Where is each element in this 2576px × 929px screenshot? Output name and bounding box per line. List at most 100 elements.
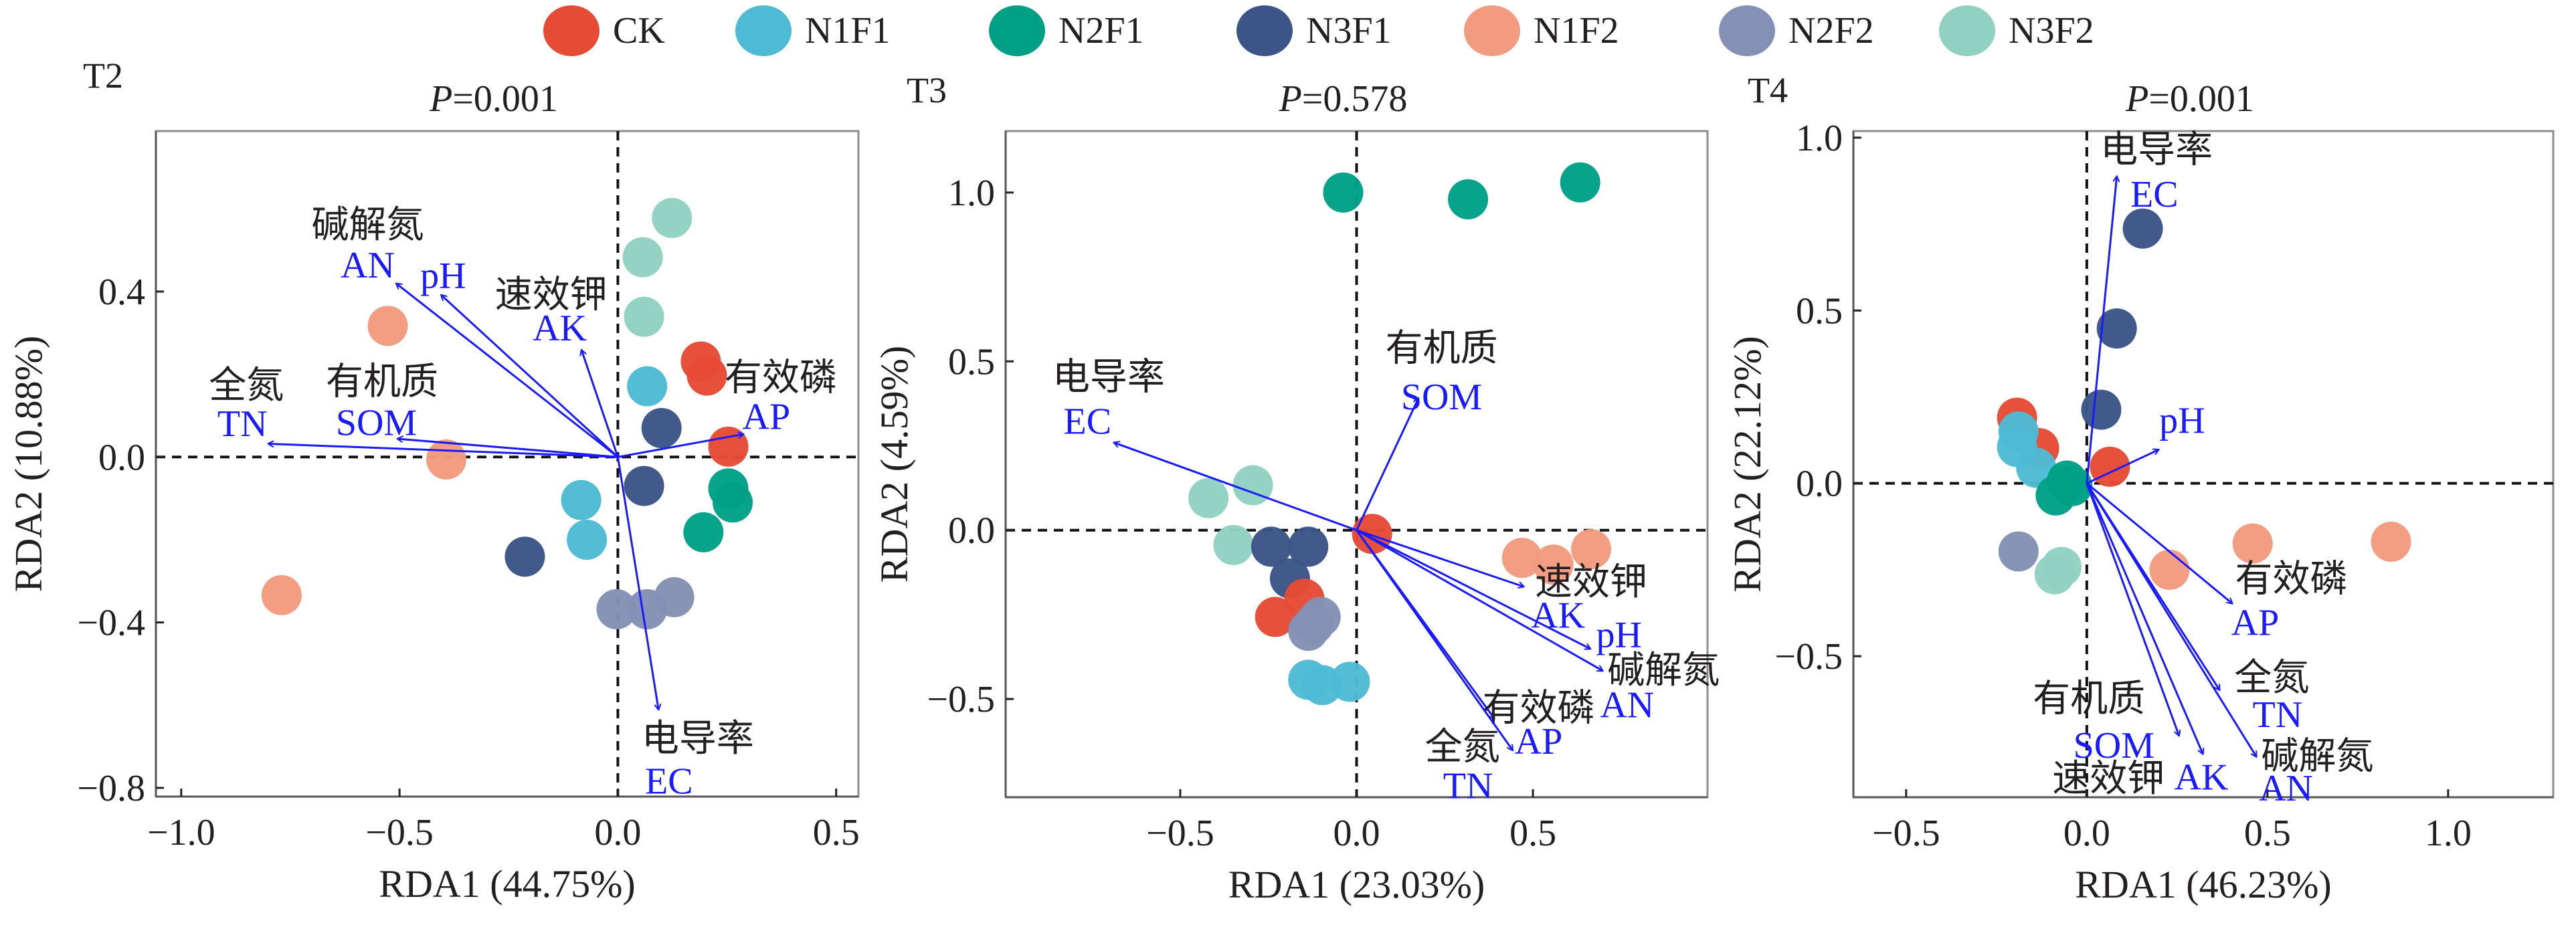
legend-item-ck: CK [543,5,665,56]
point-n2f2 [654,577,695,617]
plot-frame [155,130,860,798]
x-axis-label: RDA1 (46.23%) [2075,863,2331,906]
p-symbol: P [2125,78,2148,120]
arrow-label-ak: AK [533,308,587,349]
point-n3f1 [2122,208,2163,249]
y-axis-label: RDA2 (22.12%) [1726,336,1769,592]
legend-item-n2f2: N2F2 [1719,5,1874,56]
arrow-som [398,439,618,458]
legend-label: N3F1 [1306,10,1392,51]
point-n2f1 [1323,172,1364,213]
arrow-label-ap: AP [743,396,791,437]
y-tick-label: −0.5 [1774,636,1843,678]
arrow-label-cn-som: 有机质 [326,362,438,403]
arrow-label-ap: AP [2231,602,2280,643]
arrow-label-ec: EC [645,760,693,802]
point-n3f2 [652,197,693,238]
p-symbol: P [1279,78,1302,120]
legend-marker [543,5,600,56]
arrow-label-ph: pH [420,255,466,297]
p-value-title: P=0.001 [429,78,558,120]
arrow-label-cn-tn: 全氮 [209,365,284,407]
legend-label: N1F1 [805,10,891,51]
y-tick-label: 0.0 [98,437,145,478]
x-tick-label: 0.0 [2063,813,2110,854]
arrow-tn [1356,529,1513,750]
p-value: =0.578 [1302,78,1408,120]
arrow-ph [442,296,619,458]
series-n1f1 [561,366,668,560]
p-value: =0.001 [452,78,558,120]
arrow-label-cn-an: 碱解氮 [2261,736,2373,777]
p-symbol: P [429,78,452,120]
point-n3f1 [1288,526,1329,567]
arrow-label-an: AN [341,245,395,286]
arrow-label-cn-ak: 速效钾 [2052,758,2165,800]
series-n3f2 [1188,465,1273,565]
arrow-label-tn: TN [1443,765,1493,807]
arrow-an [2086,482,2256,756]
series-n2f2 [596,577,695,629]
point-n1f1 [627,366,668,407]
arrow-ak [581,350,619,457]
x-tick-label: 0.5 [1509,813,1556,854]
legend-item-n2f1: N2F1 [989,5,1144,56]
legend-marker [1719,5,1775,56]
y-tick-label: 0.0 [1796,463,1843,505]
arrow-label-ap: AP [1515,721,1563,762]
y-tick-label: −0.8 [77,768,145,809]
panel-tag-t2: T2 [83,56,123,96]
p-value: =0.001 [2148,78,2254,120]
legend-marker [989,5,1045,56]
y-tick-label: 0.0 [948,510,995,552]
legend-item-n3f2: N3F2 [1939,5,2094,56]
arrow-label-cn-ec: 电导率 [2100,129,2213,171]
arrow-ap [618,434,743,458]
arrow-an [397,284,619,458]
arrow-label-an: AN [1600,685,1654,726]
panel-t2: −1.0 −0.5 0.0 0.5 −0.8 −0.4 0.0 0.4 RDA1 (44.75%… [7,78,860,906]
point-n3f2 [2034,554,2075,595]
arrow-label-ec: EC [1064,401,1112,443]
arrow-label-som: SOM [2074,725,2154,766]
point-n2f1 [1560,162,1600,203]
point-n1f2 [367,306,408,346]
series-n1f2 [2149,522,2411,590]
x-tick-label: 0.5 [2244,813,2291,854]
y-axis-label: RDA2 (10.88%) [7,336,50,592]
point-n2f2 [596,589,637,629]
series-n3f2 [622,197,693,337]
point-n1f1 [561,480,602,520]
y-tick-label: −0.5 [927,679,995,720]
point-n2f2 [1300,597,1341,637]
series-n3f1 [504,408,682,577]
arrow-label-tn: TN [2253,694,2303,736]
series-n2f1 [683,468,753,552]
arrow-label-cn-ak: 速效钾 [495,275,608,316]
legend-label: N2F2 [1788,10,1874,51]
arrow-label-cn-ec: 电导率 [1052,356,1165,398]
legend-label: N3F2 [2009,10,2094,51]
series-n2f2 [1998,531,2039,572]
point-n3f1 [2096,308,2137,349]
x-tick-label: 0.5 [813,812,860,853]
arrow-label-cn-tn: 全氮 [1425,726,1500,768]
arrow-label-cn-tn: 全氮 [2234,657,2309,699]
x-tick-label: 1.0 [2425,813,2472,854]
point-n2f1 [2035,475,2076,516]
point-n3f1 [504,536,545,577]
point-n1f2 [1501,538,1542,579]
point-n3f2 [1232,465,1273,506]
arrow-an [1356,529,1602,671]
legend-marker [735,5,792,56]
point-n1f2 [1533,544,1574,585]
series-n2f1 [1323,162,1600,219]
point-n1f2 [2371,522,2411,562]
point-n3f2 [622,237,663,278]
arrow-label-cn-an: 碱解氮 [312,205,424,246]
arrow-label-ak: AK [2175,756,2229,798]
x-tick-label: 0.0 [1333,813,1380,854]
point-n1f1 [567,519,608,560]
legend-item-n1f2: N1F2 [1464,5,1619,56]
